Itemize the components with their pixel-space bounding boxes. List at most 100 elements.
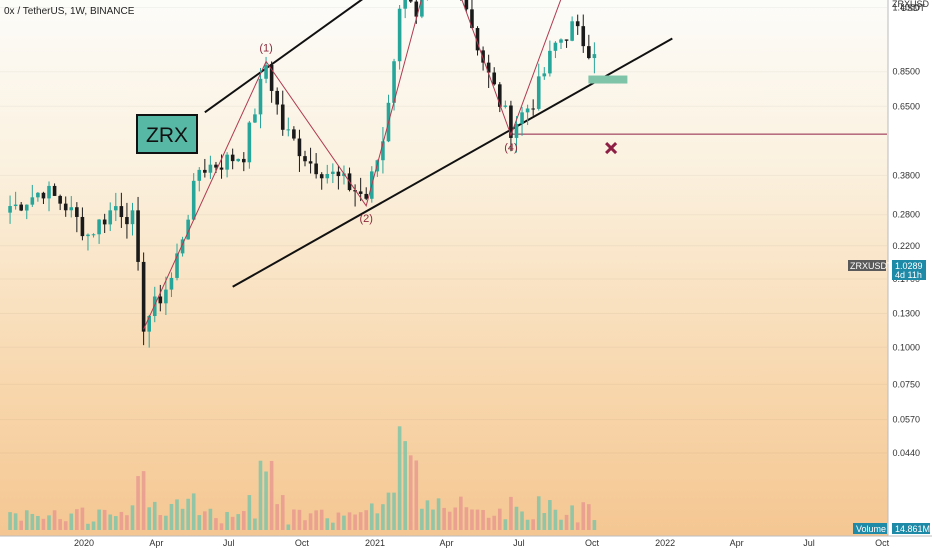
volume-bar — [358, 512, 363, 530]
candle-body — [564, 39, 569, 41]
volume-bar — [297, 509, 302, 530]
current-symbol: ZRXUSDT — [850, 261, 893, 271]
candle-body — [381, 141, 385, 161]
volume-tag: Volume 14.861M — [853, 523, 930, 534]
volume-bar — [91, 521, 96, 530]
candle-body — [420, 0, 424, 17]
wave-label: (2) — [359, 213, 372, 225]
volume-bar — [531, 519, 535, 530]
candle-body — [297, 138, 302, 157]
volume-bar — [342, 515, 346, 530]
y-tick-label: 0.3800 — [892, 170, 920, 180]
volume-bar — [447, 511, 452, 530]
wave-label: (1) — [259, 43, 272, 55]
volume-bar — [336, 512, 341, 530]
candle-body — [97, 219, 101, 235]
candle-body — [191, 180, 196, 220]
candle-body — [303, 156, 307, 162]
candle-body — [175, 253, 179, 278]
volume-bar — [514, 506, 519, 530]
candle-body — [503, 105, 508, 107]
candle-body — [475, 28, 480, 51]
volume-bar — [36, 516, 40, 530]
candle-body — [470, 9, 474, 29]
volume-bar — [247, 495, 252, 530]
volume-bar — [125, 515, 129, 530]
volume-bar — [119, 511, 124, 530]
candle-body — [592, 54, 597, 59]
y-tick-label: 1.4000 — [892, 2, 920, 12]
x-tick-label: 2021 — [365, 538, 385, 548]
volume-bar — [559, 519, 563, 530]
volume-bar — [214, 518, 218, 530]
candle-body — [336, 171, 341, 177]
volume-bar — [24, 510, 29, 530]
time-axis[interactable]: 2020 Apr Jul Oct 2021 Apr Jul Oct 2022 Apr Jul Oct — [0, 535, 932, 550]
candle-body — [364, 193, 369, 199]
candle-body — [219, 167, 224, 170]
candle-body — [75, 207, 79, 217]
candle-body — [280, 104, 285, 130]
volume-bar — [197, 515, 202, 530]
candle-body — [342, 173, 346, 177]
volume-bar — [575, 522, 580, 530]
volume-bar — [381, 504, 385, 530]
current-price-tag: ZRXUSDT 1.0289 4d 11h — [848, 260, 926, 280]
candle-body — [186, 219, 190, 240]
candle-body — [286, 129, 291, 131]
volume-bar — [481, 509, 485, 530]
volume-bar — [497, 508, 502, 530]
volume-bar — [286, 524, 291, 530]
volume-bar — [191, 493, 196, 530]
entry-zone-box — [588, 75, 628, 84]
volume-value: 14.861M — [895, 524, 930, 534]
candle-body — [180, 239, 185, 254]
candle-body — [553, 42, 558, 51]
candle-body — [52, 185, 57, 196]
candle-body — [102, 219, 107, 225]
volume-bar — [453, 507, 458, 530]
volume-bar — [509, 496, 513, 530]
candle-body — [86, 234, 90, 237]
y-tick-label: 0.0440 — [892, 448, 920, 458]
volume-bar — [253, 518, 257, 530]
candle-body — [464, 0, 469, 10]
volume-bar — [564, 514, 569, 530]
candle-body — [292, 129, 296, 139]
x-tick-label: Oct — [585, 538, 600, 548]
zrx-badge: ZRX — [136, 114, 198, 154]
candle-body — [108, 210, 113, 225]
volume-bar — [136, 476, 140, 530]
volume-bar — [13, 513, 18, 530]
candle-body — [492, 72, 497, 85]
volume-bar — [392, 492, 396, 530]
current-price: 1.0289 — [895, 261, 923, 271]
volume-bar — [536, 496, 541, 530]
volume-bar — [375, 513, 380, 530]
volume-bar — [219, 523, 224, 530]
candle-body — [47, 185, 51, 199]
x-tick-label: Jul — [513, 538, 525, 548]
volume-bar — [475, 509, 480, 530]
volume-bar — [69, 513, 74, 530]
chart-title: 0x / TetherUS, 1W, BINANCE — [4, 6, 135, 17]
scale-currency: USDT — [901, 3, 926, 13]
volume-bar — [147, 507, 151, 530]
x-tick-label: Oct — [295, 538, 310, 548]
candle-body — [214, 164, 218, 168]
x-tick-label: Jul — [223, 538, 235, 548]
volume-bar — [397, 426, 402, 530]
candle-body — [114, 206, 118, 211]
volume-bar — [258, 460, 263, 530]
volume-bar — [236, 514, 241, 530]
candle-body — [497, 84, 502, 107]
volume-bar — [319, 509, 324, 530]
volume-bar — [436, 498, 441, 530]
candle-body — [19, 204, 23, 211]
volume-bar — [331, 522, 335, 530]
y-tick-label: 0.0570 — [892, 415, 920, 425]
candle-body — [275, 90, 279, 105]
volume-bar — [175, 499, 179, 530]
